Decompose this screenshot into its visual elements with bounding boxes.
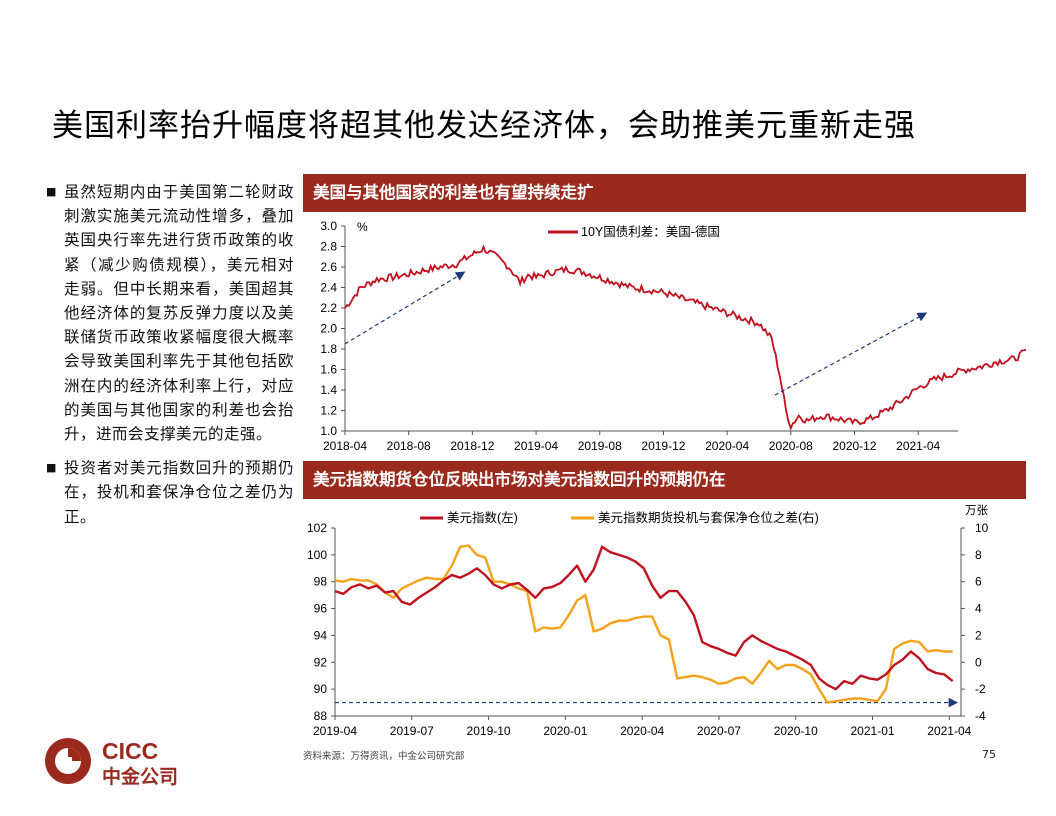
bullet-text: 虽然短期内由于美国第二轮财政刺激实施美元流动性增多，叠加英国央行率先进行货币政策… bbox=[64, 183, 294, 444]
source-note: 资料来源：万得资讯，中金公司研究部 bbox=[303, 751, 465, 762]
x-tick-label: 2021-04 bbox=[927, 724, 971, 738]
x-tick-label: 2020-04 bbox=[620, 724, 664, 738]
x-tick-label: 2020-04 bbox=[705, 439, 749, 453]
y-tick-label: 2.0 bbox=[320, 322, 337, 336]
square-bullet-icon: ■ bbox=[46, 461, 57, 475]
y-tick-label: 1.4 bbox=[320, 383, 337, 397]
right-tick-label: 8 bbox=[975, 548, 982, 562]
y-tick-label: 2.6 bbox=[320, 260, 337, 274]
left-tick-label: 100 bbox=[307, 548, 327, 562]
y-tick-label: 2.8 bbox=[320, 240, 337, 254]
y-tick-label: 2.4 bbox=[320, 281, 337, 295]
left-tick-label: 102 bbox=[307, 521, 327, 535]
logo-text-en: CICC bbox=[102, 738, 158, 764]
x-tick-label: 2018-08 bbox=[387, 439, 431, 453]
chart2: 102 100 98 96 94 92 90 88 10 8 6 4 2 0 -2 -4 万张 2019-04 20… bbox=[303, 499, 1026, 745]
logo-text-zh: 中金公司 bbox=[102, 765, 178, 788]
right-tick-label: 6 bbox=[975, 575, 982, 589]
y-tick-label: 3.0 bbox=[320, 219, 337, 233]
y-tick-label: 1.2 bbox=[320, 404, 337, 418]
x-tick-label: 2020-10 bbox=[774, 724, 818, 738]
square-bullet-icon: ■ bbox=[46, 185, 57, 198]
y-tick-label: 1.8 bbox=[320, 342, 337, 356]
x-tick-label: 2020-12 bbox=[832, 439, 876, 453]
x-tick-label: 2019-12 bbox=[641, 439, 685, 453]
left-tick-label: 94 bbox=[314, 628, 328, 642]
series-line-us-de-spread bbox=[344, 244, 1026, 431]
x-tick-label: 2018-04 bbox=[323, 439, 367, 453]
x-tick-label: 2021-04 bbox=[896, 439, 940, 453]
chart2-banner: 美元指数期货仓位反映出市场对美元指数回升的预期仍在 bbox=[303, 461, 1026, 499]
spread-chart: 3.0 2.8 2.6 2.4 2.2 2.0 1.8 1.6 1.4 1.2 1.0% 2018-0… bbox=[320, 219, 1026, 453]
series-line-net-position bbox=[334, 544, 953, 704]
x-tick-label: 2019-08 bbox=[578, 439, 622, 453]
series-line-dollar-index bbox=[334, 545, 954, 691]
bullet-item: ■ 虽然短期内由于美国第二轮财政刺激实施美元流动性增多，叠加英国央行率先进行货币… bbox=[46, 180, 294, 446]
x-tick-label: 2019-04 bbox=[313, 724, 357, 738]
y-tick-label: 1.0 bbox=[320, 424, 337, 438]
bullet-item: ■ 投资者对美元指数回升的预期仍在，投机和套保净仓位之差仍为正。 bbox=[46, 456, 294, 529]
y-unit-label: % bbox=[357, 220, 368, 234]
legend-label-dxy: 美元指数(左) bbox=[447, 510, 518, 525]
x-tick-label: 2020-01 bbox=[543, 724, 587, 738]
right-tick-label: 4 bbox=[975, 602, 982, 616]
dxy-position-chart: 102 100 98 96 94 92 90 88 10 8 6 4 2 0 -2 -4 万张 2019-04 20… bbox=[307, 504, 989, 738]
trend-arrow bbox=[774, 312, 928, 396]
x-tick-label: 2019-07 bbox=[390, 724, 434, 738]
left-tick-label: 92 bbox=[314, 655, 328, 669]
right-tick-label: 10 bbox=[975, 521, 989, 535]
right-unit-label: 万张 bbox=[965, 504, 988, 517]
bullet-text: 投资者对美元指数回升的预期仍在，投机和套保净仓位之差仍为正。 bbox=[64, 459, 294, 526]
page-number: 75 bbox=[982, 748, 996, 761]
left-tick-label: 96 bbox=[314, 602, 328, 616]
trend-arrow bbox=[344, 271, 466, 345]
right-tick-label: 2 bbox=[975, 628, 982, 642]
cicc-logo: CICC 中金公司 bbox=[44, 733, 194, 789]
chart1-banner: 美国与其他国家的利差也有望持续走扩 bbox=[303, 174, 1026, 212]
x-tick-label: 2019-04 bbox=[514, 439, 558, 453]
y-tick-label: 1.6 bbox=[320, 363, 337, 377]
chart1: 3.0 2.8 2.6 2.4 2.2 2.0 1.8 1.6 1.4 1.2 1.0% 2018-0… bbox=[303, 212, 1026, 458]
right-tick-label: -2 bbox=[975, 682, 986, 696]
x-tick-label: 2021-01 bbox=[851, 724, 895, 738]
cicc-logo-icon: CICC 中金公司 bbox=[45, 738, 178, 788]
legend-label: 10Y国债利差：美国-德国 bbox=[581, 224, 720, 239]
x-tick-label: 2020-08 bbox=[769, 439, 813, 453]
left-tick-label: 88 bbox=[314, 709, 328, 723]
left-tick-label: 90 bbox=[314, 682, 328, 696]
x-tick-label: 2019-10 bbox=[467, 724, 511, 738]
right-tick-label: -4 bbox=[975, 709, 986, 723]
x-tick-label: 2020-07 bbox=[697, 724, 741, 738]
legend-label-position: 美元指数期货投机与套保净仓位之差(右) bbox=[598, 510, 819, 525]
y-tick-label: 2.2 bbox=[320, 301, 337, 315]
page-title: 美国利率抬升幅度将超其他发达经济体，会助推美元重新走强 bbox=[52, 108, 916, 144]
left-tick-label: 98 bbox=[314, 575, 328, 589]
x-tick-label: 2018-12 bbox=[450, 439, 494, 453]
bullet-list: ■ 虽然短期内由于美国第二轮财政刺激实施美元流动性增多，叠加英国央行率先进行货币… bbox=[46, 180, 294, 539]
right-tick-label: 0 bbox=[975, 655, 982, 669]
